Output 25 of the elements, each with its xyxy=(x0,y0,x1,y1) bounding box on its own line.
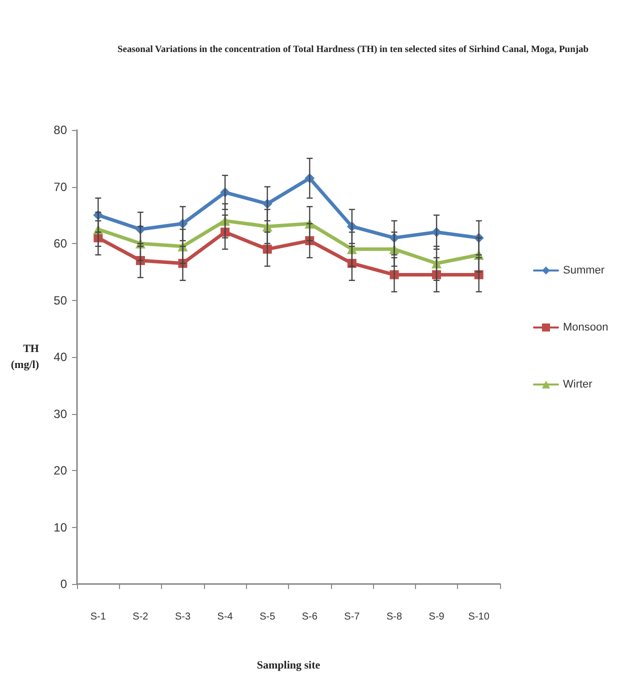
x-tick-label: S-2 xyxy=(132,612,149,622)
y-axis-title: TH (mg/l) xyxy=(10,343,40,371)
x-tick-label: S-10 xyxy=(468,612,490,622)
x-tick-label: S-4 xyxy=(217,612,234,622)
x-tick-label: S-3 xyxy=(174,612,191,622)
x-axis-title: Sampling site xyxy=(256,660,320,672)
x-tick-label: S-9 xyxy=(428,612,445,622)
y-tick-label: 20 xyxy=(54,464,68,478)
y-tick-label: 80 xyxy=(54,123,68,137)
y-tick-label: 60 xyxy=(54,236,68,250)
y-tick-label: 10 xyxy=(54,520,68,534)
legend-label: Monsoon xyxy=(563,322,608,334)
x-tick-label: S-8 xyxy=(386,612,402,622)
y-tick-label: 50 xyxy=(54,293,68,308)
y-tick-label: 30 xyxy=(54,406,68,421)
chart-title: Seasonal Variations in the concentration of Total Hardness (TH) in ten selected sites of Sirhind Canal, Moga, Punjab xyxy=(117,45,589,55)
legend-label: Summer xyxy=(563,264,605,276)
y-tick-label: 40 xyxy=(54,350,68,364)
x-tick-label: S-5 xyxy=(260,612,276,622)
y-tick-label: 70 xyxy=(54,180,68,194)
x-tick-label: S-6 xyxy=(302,612,318,622)
x-tick-label: S-7 xyxy=(344,612,360,622)
legend-label: Wirter xyxy=(563,378,593,390)
y-tick-label: 0 xyxy=(60,577,68,591)
x-tick-label: S-1 xyxy=(90,612,106,622)
